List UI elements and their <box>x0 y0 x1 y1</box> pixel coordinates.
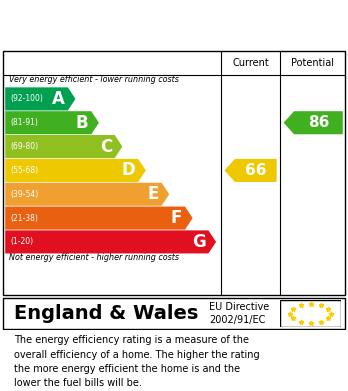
Polygon shape <box>5 159 146 182</box>
Text: The energy efficiency rating is a measure of the
overall efficiency of a home. T: The energy efficiency rating is a measur… <box>14 335 260 388</box>
Text: (55-68): (55-68) <box>10 166 39 175</box>
Polygon shape <box>5 183 169 206</box>
Text: (39-54): (39-54) <box>10 190 39 199</box>
Text: Potential: Potential <box>291 58 334 68</box>
Polygon shape <box>5 111 99 134</box>
Text: D: D <box>121 161 135 179</box>
Polygon shape <box>284 111 343 134</box>
Text: (1-20): (1-20) <box>10 237 33 246</box>
Text: Very energy efficient - lower running costs: Very energy efficient - lower running co… <box>9 75 179 84</box>
Text: Not energy efficient - higher running costs: Not energy efficient - higher running co… <box>9 253 179 262</box>
Text: G: G <box>192 233 206 251</box>
Polygon shape <box>5 135 122 158</box>
Text: (81-91): (81-91) <box>10 118 38 127</box>
Text: E: E <box>148 185 159 203</box>
Text: Energy Efficiency Rating: Energy Efficiency Rating <box>14 18 243 36</box>
Polygon shape <box>5 230 216 253</box>
Polygon shape <box>5 87 76 110</box>
Text: (21-38): (21-38) <box>10 213 38 222</box>
Text: 66: 66 <box>245 163 267 178</box>
Text: (92-100): (92-100) <box>10 94 43 103</box>
Polygon shape <box>5 206 193 230</box>
Text: C: C <box>100 138 112 156</box>
Text: B: B <box>76 114 88 132</box>
Text: EU Directive
2002/91/EC: EU Directive 2002/91/EC <box>209 302 269 325</box>
Text: F: F <box>171 209 182 227</box>
Text: (69-80): (69-80) <box>10 142 39 151</box>
Text: A: A <box>52 90 65 108</box>
Text: 86: 86 <box>308 115 329 130</box>
Text: England & Wales: England & Wales <box>14 304 198 323</box>
Text: Current: Current <box>232 58 269 68</box>
Polygon shape <box>224 159 277 182</box>
